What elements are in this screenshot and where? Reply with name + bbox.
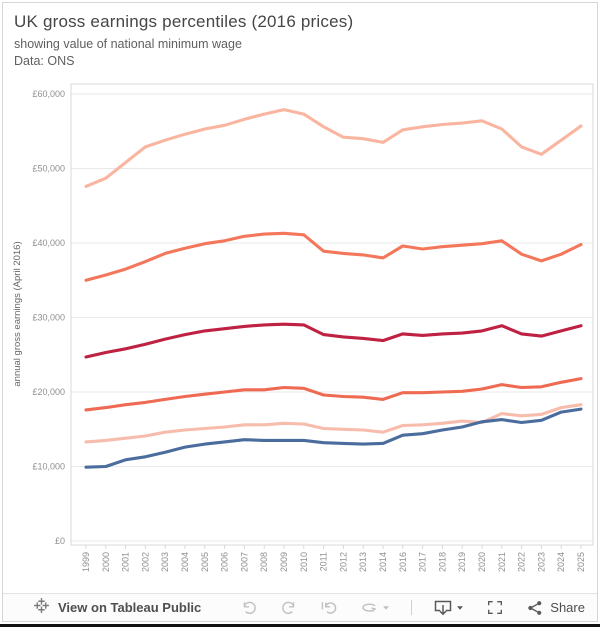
x-tick-label: 2001 <box>121 552 131 572</box>
view-on-tableau-button[interactable]: View on Tableau Public <box>33 597 201 619</box>
share-button[interactable]: Share <box>515 599 596 617</box>
plot-border <box>70 83 594 546</box>
line-series-p10[interactable] <box>84 403 583 444</box>
share-label: Share <box>550 600 585 615</box>
x-tick-label: 2008 <box>259 552 269 572</box>
y-tick-label: £40,000 <box>32 238 65 248</box>
x-tick-label: 2012 <box>338 552 348 572</box>
fullscreen-button[interactable] <box>475 599 515 616</box>
revert-button[interactable] <box>309 599 349 616</box>
chevron-down-icon <box>383 605 390 610</box>
y-tick-label: £0 <box>55 536 65 546</box>
y-tick-label: £10,000 <box>32 462 65 472</box>
y-tick-label: £20,000 <box>32 387 65 397</box>
x-tick-label: 2002 <box>140 552 150 572</box>
x-tick-label: 2007 <box>239 552 249 572</box>
tableau-toolbar: View on Tableau Public <box>3 593 597 621</box>
line-series-p75[interactable] <box>84 231 583 282</box>
fullscreen-icon <box>488 600 503 615</box>
x-tick-label: 2000 <box>101 552 111 572</box>
toolbar-divider <box>411 600 413 615</box>
line-series-nmw[interactable] <box>84 407 583 469</box>
x-tick-label: 2011 <box>319 552 329 571</box>
x-tick-label: 2016 <box>398 552 408 572</box>
chart-subtitle: showing value of national minimum wage <box>14 37 242 51</box>
bottom-edge-strip <box>0 624 600 627</box>
x-tick-label: 2013 <box>358 552 368 572</box>
share-icon <box>528 600 542 615</box>
download-button[interactable] <box>422 599 475 617</box>
x-tick-label: 2006 <box>220 552 230 572</box>
x-tick-label: 2020 <box>477 552 487 572</box>
x-tick-label: 2010 <box>299 552 309 572</box>
x-tick-label: 2005 <box>200 552 210 572</box>
y-axis-title: annual gross earnings (April 2016) <box>12 241 23 386</box>
x-tick-label: 2023 <box>536 552 546 572</box>
earnings-line-chart[interactable]: £0 £10,000 £20,000 £30,000 £40,000 £50,000 £60… <box>3 83 597 593</box>
line-series-p90[interactable] <box>84 108 583 188</box>
line-series-p25[interactable] <box>84 377 583 412</box>
redo-icon <box>282 601 295 615</box>
x-tick-label: 2025 <box>576 552 586 572</box>
redo-button[interactable] <box>269 599 309 616</box>
line-series-median[interactable] <box>84 322 583 359</box>
undo-icon <box>244 601 257 615</box>
x-tick-label: 2003 <box>160 552 170 572</box>
y-tick-label: £30,000 <box>32 313 65 323</box>
x-tick-label: 2014 <box>378 552 388 572</box>
revert-icon <box>321 602 337 614</box>
download-icon <box>435 600 452 615</box>
replay-button[interactable] <box>349 599 401 616</box>
data-source-note: Data: ONS <box>14 54 75 68</box>
x-tick-label: 2018 <box>437 552 447 572</box>
chevron-down-icon <box>457 605 464 610</box>
chart-area: £0 £10,000 £20,000 £30,000 £40,000 £50,000 £60… <box>3 83 597 593</box>
tableau-logo-icon <box>33 597 50 619</box>
x-tick-label: 2021 <box>497 552 507 572</box>
undo-button[interactable] <box>229 599 269 616</box>
x-tick-label: 2004 <box>180 552 190 572</box>
y-tick-label: £50,000 <box>32 164 65 174</box>
view-on-tableau-label: View on Tableau Public <box>58 600 202 615</box>
chart-header: UK gross earnings percentiles (2016 pric… <box>3 3 597 83</box>
x-tick-label: 2019 <box>457 552 467 572</box>
y-tick-label: £60,000 <box>32 89 65 99</box>
x-tick-label: 1999 <box>81 552 91 572</box>
replay-icon <box>362 603 377 612</box>
x-tick-label: 2024 <box>556 552 566 572</box>
page-title: UK gross earnings percentiles (2016 pric… <box>14 12 354 31</box>
x-tick-label: 2017 <box>418 552 428 572</box>
x-tick-label: 2009 <box>279 552 289 572</box>
x-tick-label: 2022 <box>517 552 527 572</box>
